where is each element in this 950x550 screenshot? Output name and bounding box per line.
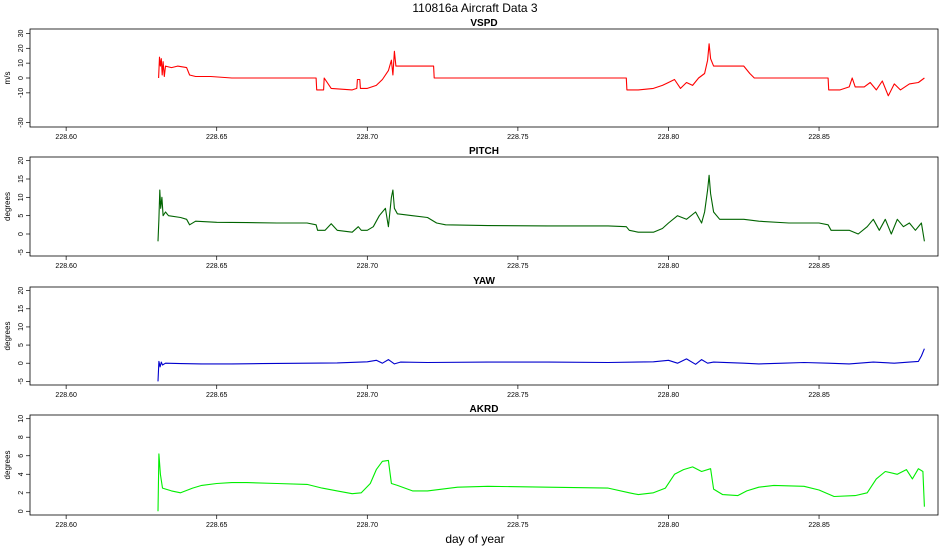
pitch-x-tick-label: 228.65 bbox=[206, 263, 228, 270]
figure-title: 110816a Aircraft Data 3 bbox=[412, 1, 538, 15]
akrd-x-tick-label: 228.70 bbox=[357, 522, 379, 529]
akrd-x-tick-label: 228.65 bbox=[206, 522, 228, 529]
akrd-y-tick-label: 10 bbox=[18, 415, 25, 423]
pitch-y-tick-label: 0 bbox=[18, 232, 25, 236]
pitch-x-tick-label: 228.85 bbox=[808, 263, 830, 270]
vspd-x-tick-label: 228.70 bbox=[357, 134, 379, 141]
vspd-y-axis-label: m/s bbox=[3, 72, 12, 85]
pitch-panel-title: PITCH bbox=[469, 146, 499, 157]
vspd-x-tick-label: 228.65 bbox=[206, 134, 228, 141]
vspd-series-line bbox=[158, 43, 925, 97]
pitch-x-tick-label: 228.70 bbox=[357, 263, 379, 270]
akrd-panel-title: AKRD bbox=[470, 404, 499, 415]
pitch-panel: PITCH 228.60 228.65 228.70 228.75 228.80 228.8… bbox=[3, 146, 939, 270]
x-axis-label: day of year bbox=[445, 532, 504, 546]
akrd-x-tick-label: 228.60 bbox=[55, 522, 77, 529]
yaw-y-tick-label: 20 bbox=[18, 287, 25, 295]
vspd-x-tick-label: 228.85 bbox=[808, 134, 830, 141]
yaw-panel-title: YAW bbox=[473, 276, 495, 287]
vspd-x-tick-label: 228.75 bbox=[507, 134, 529, 141]
yaw-y-tick-label: 5 bbox=[18, 343, 25, 347]
yaw-x-tick-label: 228.85 bbox=[808, 392, 830, 399]
pitch-plot-frame bbox=[29, 156, 939, 257]
akrd-series-line bbox=[157, 453, 925, 512]
pitch-y-tick-label: 10 bbox=[18, 193, 25, 201]
yaw-y-axis-label: degrees bbox=[3, 322, 12, 351]
yaw-x-tick-label: 228.65 bbox=[206, 392, 228, 399]
vspd-y-tick-label: -30 bbox=[18, 117, 25, 127]
pitch-y-axis-label: degrees bbox=[3, 192, 12, 221]
pitch-x-tick-label: 228.75 bbox=[507, 263, 529, 270]
vspd-y-tick-label: 0 bbox=[18, 76, 25, 80]
yaw-x-tick-label: 228.60 bbox=[55, 392, 77, 399]
pitch-y-tick-label: -5 bbox=[18, 249, 25, 255]
pitch-y-tick-label: 5 bbox=[18, 214, 25, 218]
akrd-y-axis-label: degrees bbox=[3, 451, 12, 480]
yaw-y-tick-label: 15 bbox=[18, 305, 25, 313]
akrd-y-tick-label: 6 bbox=[18, 454, 25, 458]
vspd-x-tick-label: 228.60 bbox=[55, 134, 77, 141]
akrd-plot-frame bbox=[29, 414, 939, 516]
yaw-x-tick-label: 228.70 bbox=[357, 392, 379, 399]
akrd-y-tick-label: 8 bbox=[18, 435, 25, 439]
akrd-panel: AKRD 228.60 228.65 228.70 228.75 228.80 228.85… bbox=[3, 404, 939, 529]
pitch-y-tick-label: 15 bbox=[18, 175, 25, 183]
yaw-plot-frame bbox=[29, 286, 939, 386]
yaw-panel: YAW 228.60 228.65 228.70 228.75 228.80 228.85 -… bbox=[3, 276, 939, 399]
vspd-y-tick-label: 10 bbox=[18, 59, 25, 67]
pitch-x-tick-label: 228.80 bbox=[658, 263, 680, 270]
vspd-panel-title: VSPD bbox=[470, 18, 497, 29]
pitch-series-line bbox=[157, 174, 925, 242]
akrd-y-tick-label: 4 bbox=[18, 472, 25, 476]
yaw-x-tick-label: 228.80 bbox=[658, 392, 680, 399]
akrd-x-tick-label: 228.75 bbox=[507, 522, 529, 529]
yaw-x-tick-label: 228.75 bbox=[507, 392, 529, 399]
yaw-y-tick-label: 10 bbox=[18, 323, 25, 331]
vspd-panel: VSPD 228.60 228.65 228.70 228.75 228.80 228.85… bbox=[3, 18, 939, 141]
yaw-y-tick-label: 0 bbox=[18, 361, 25, 365]
akrd-x-tick-label: 228.85 bbox=[808, 522, 830, 529]
vspd-y-tick-label: 20 bbox=[18, 44, 25, 52]
yaw-y-tick-label: -5 bbox=[18, 378, 25, 384]
akrd-y-tick-label: 0 bbox=[18, 509, 25, 513]
vspd-y-tick-label: 30 bbox=[18, 29, 25, 37]
pitch-x-tick-label: 228.60 bbox=[55, 263, 77, 270]
akrd-y-tick-label: 2 bbox=[18, 491, 25, 495]
panels: VSPD 228.60 228.65 228.70 228.75 228.80 228.85… bbox=[3, 18, 939, 529]
vspd-x-tick-label: 228.80 bbox=[658, 134, 680, 141]
vspd-y-tick-label: -10 bbox=[18, 88, 25, 98]
yaw-series-line bbox=[157, 348, 925, 382]
pitch-y-tick-label: 20 bbox=[18, 157, 25, 165]
akrd-x-tick-label: 228.80 bbox=[658, 522, 680, 529]
